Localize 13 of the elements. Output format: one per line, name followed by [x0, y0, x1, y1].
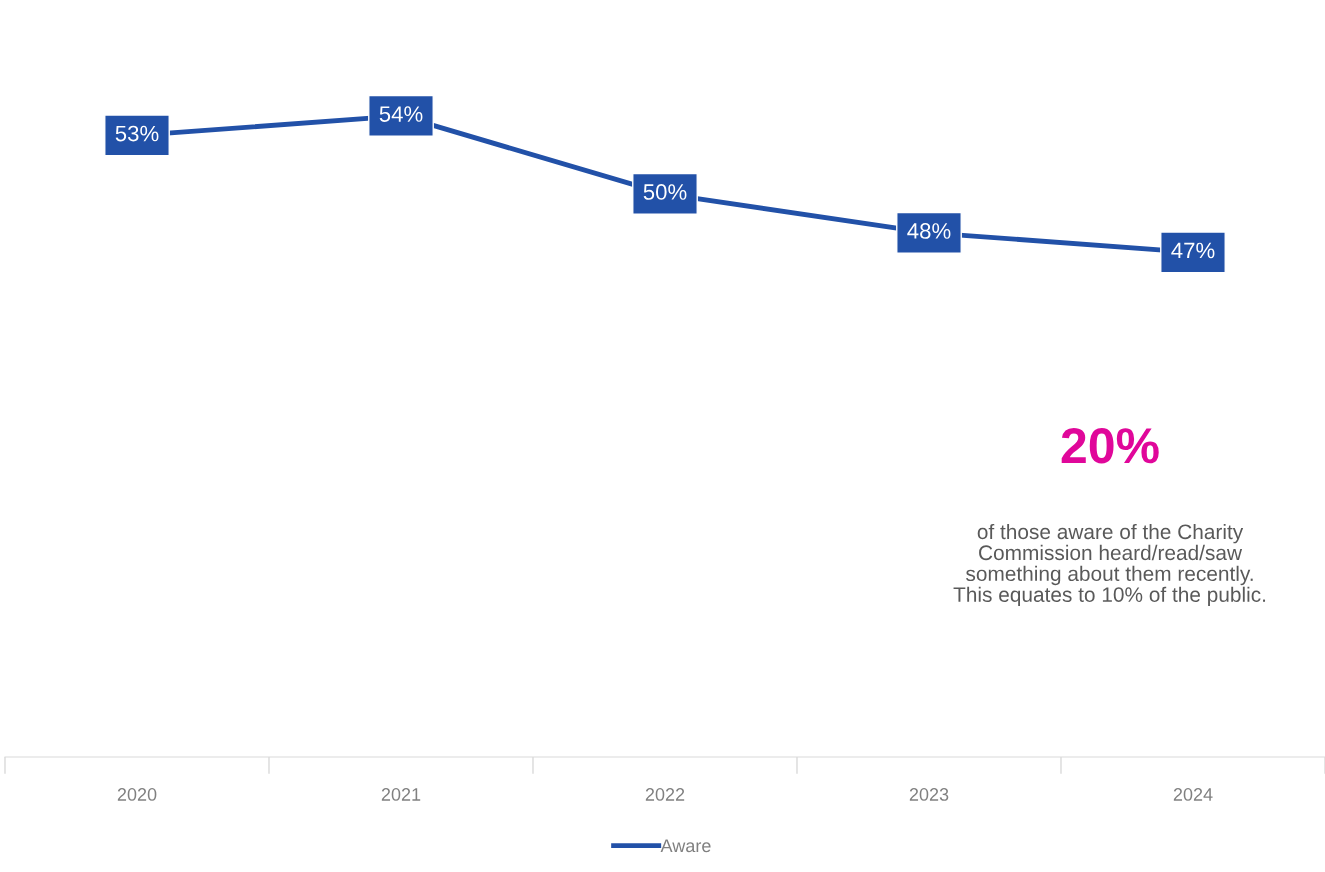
x-tick-label: 2020 — [117, 788, 157, 801]
x-tick-label: 2022 — [645, 788, 685, 801]
data-label: 54% — [379, 106, 423, 122]
data-label: 47% — [1171, 242, 1215, 259]
x-tick-label: 2021 — [381, 788, 421, 801]
text: 20% — [1061, 428, 1159, 464]
data-label: 50% — [643, 184, 687, 200]
x-tick-label: 2023 — [909, 788, 949, 801]
legend-label: Aware — [660, 839, 711, 853]
x-tick-label: 2024 — [1173, 788, 1213, 801]
data-label: 53% — [115, 125, 159, 142]
data-label: 48% — [907, 223, 951, 239]
text: of those aware of the Charity Commission heard/read/saw something about them recently. This equates to 10% of the public. — [953, 523, 1266, 607]
